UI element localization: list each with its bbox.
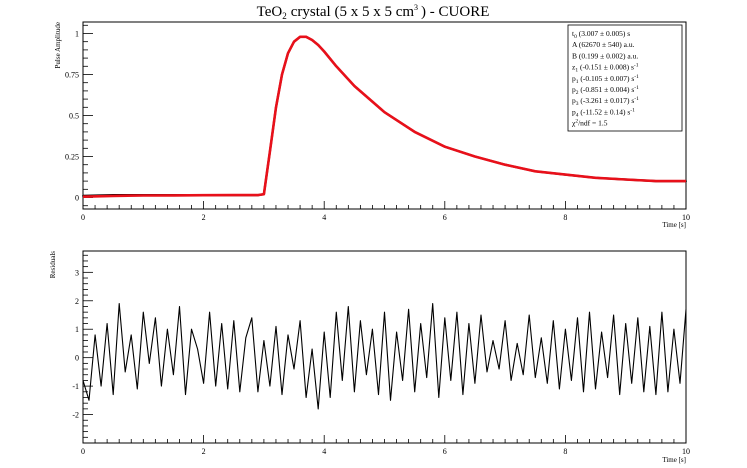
fit-parameter-line: p3 (-3.261 ± 0.017) s-1 xyxy=(572,96,639,107)
fit-parameter-line: t0 (3.007 ± 0.005) s xyxy=(572,29,630,40)
bottom-x-tick-label: 4 xyxy=(322,447,326,456)
bottom-series xyxy=(82,303,687,410)
top-y-tick-label: 0.25 xyxy=(65,153,79,162)
bottom-y-axis-title: Residuals xyxy=(49,251,57,278)
top-y-tick-label: 0.75 xyxy=(65,70,79,79)
fit-parameters-box: t0 (3.007 ± 0.005) sA (62670 ± 540) a.u.… xyxy=(567,24,683,132)
top-y-tick-labels: 0 0.25 0.5 0.75 1 xyxy=(65,29,79,202)
title-suffix: ) - CUORE xyxy=(421,4,489,20)
title-prefix: TeO xyxy=(257,4,283,20)
bottom-x-axis-title: Time [s] xyxy=(662,456,686,464)
fit-parameter-line: B (0.199 ± 0.002) a.u. xyxy=(572,51,638,60)
bottom-x-tick-label: 6 xyxy=(443,447,447,456)
top-y-axis-title: Pulse Amplitude xyxy=(54,22,62,68)
bottom-x-tick-label: 8 xyxy=(563,447,567,456)
top-x-tick-label: 4 xyxy=(322,213,326,222)
bottom-y-tick-label: 2 xyxy=(75,297,79,306)
bottom-y-tick-label: 1 xyxy=(75,325,79,334)
chart-title: TeO2 crystal (5 x 5 x 5 cm3) - CUORE xyxy=(257,3,490,21)
fit-parameter-line: p2 (-0.851 ± 0.004) s-1 xyxy=(572,85,639,96)
top-y-tick-label: 0 xyxy=(75,194,79,203)
fit-parameter-line: p1 (-0.105 ± 0.007) s-1 xyxy=(572,74,639,85)
bottom-plot-frame xyxy=(82,250,687,444)
fit-parameter-line: p4 (-11.52 ± 0.14) s-1 xyxy=(572,107,635,118)
bottom-y-tick-label: 3 xyxy=(75,268,79,277)
fit-parameter-line: A (62670 ± 540) a.u. xyxy=(572,40,635,49)
top-x-axis-title: Time [s] xyxy=(662,221,686,229)
bottom-y-tick-label: -2 xyxy=(72,411,79,420)
top-x-tick-labels: 0 2 4 6 8 10 xyxy=(81,213,690,222)
title-subscript: 2 xyxy=(282,11,287,21)
fit-parameter-line: z1 (-0.151 ± 0.008) s-1 xyxy=(572,63,639,74)
top-x-tick-label: 2 xyxy=(202,213,206,222)
bottom-x-tick-label: 0 xyxy=(81,447,85,456)
top-y-tick-label: 0.5 xyxy=(69,112,79,121)
bottom-y-tick-label: -1 xyxy=(72,382,79,391)
title-mid: crystal (5 x 5 x 5 cm xyxy=(291,4,415,20)
bottom-panel: 0 2 4 6 8 10 -2 -1 0 1 2 3 Time [s] Residuals xyxy=(49,250,690,464)
top-x-tick-label: 6 xyxy=(443,213,447,222)
bottom-series-residuals xyxy=(82,303,687,410)
title-superscript: 3 xyxy=(414,3,418,12)
bottom-x-tick-label: 10 xyxy=(682,447,690,456)
bottom-y-tick-labels: -2 -1 0 1 2 3 xyxy=(72,268,79,419)
top-x-tick-label: 8 xyxy=(563,213,567,222)
top-panel: 0 2 4 6 8 10 0 0.25 0.5 0.75 1 Time [s] Pulse Amp… xyxy=(54,21,690,229)
bottom-axis-ticks xyxy=(82,254,687,444)
bottom-x-tick-labels: 0 2 4 6 8 10 xyxy=(81,447,690,456)
fit-box-frame xyxy=(567,24,683,132)
fit-parameter-line: χ2/ndf = 1.5 xyxy=(572,119,608,128)
bottom-x-tick-label: 2 xyxy=(202,447,206,456)
bottom-y-tick-label: 0 xyxy=(75,354,79,363)
top-x-tick-label: 0 xyxy=(81,213,85,222)
top-y-tick-label: 1 xyxy=(75,29,79,38)
top-x-tick-label: 10 xyxy=(682,213,690,222)
top-series xyxy=(82,35,687,198)
top-axis-ticks xyxy=(82,24,687,209)
top-series-fit xyxy=(82,35,686,198)
